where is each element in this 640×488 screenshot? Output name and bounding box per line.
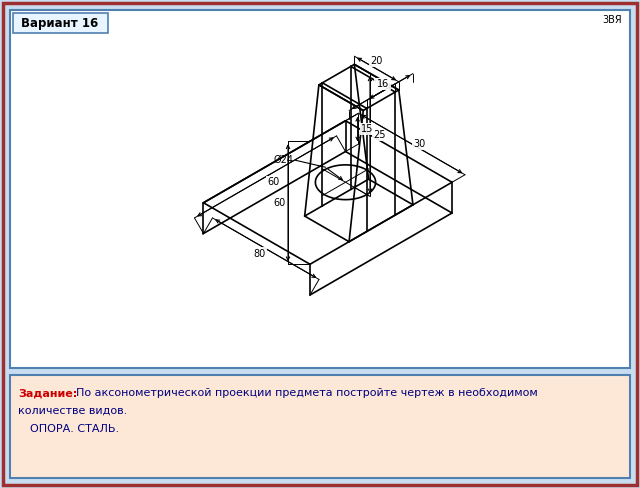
Bar: [10, 10, 630, 368]
Text: Вариант 16: Вариант 16: [21, 18, 99, 30]
Text: 20: 20: [371, 56, 383, 66]
Text: 60: 60: [274, 198, 286, 208]
Text: По аксонометрической проекции предмета постройте чертеж в необходимом: По аксонометрической проекции предмета п…: [76, 388, 538, 398]
Text: 3ВЯ: 3ВЯ: [602, 15, 622, 25]
Text: 15: 15: [362, 124, 374, 134]
Text: 80: 80: [253, 249, 266, 259]
Bar: [10, 375, 630, 478]
Text: 36: 36: [375, 79, 387, 89]
Text: 60: 60: [268, 177, 280, 187]
Bar: [13, 13, 108, 33]
Text: ОПОРА. СТАЛЬ.: ОПОРА. СТАЛЬ.: [30, 424, 119, 434]
Text: Ø24: Ø24: [273, 155, 294, 165]
Text: Задание:: Задание:: [18, 388, 77, 398]
Text: количестве видов.: количестве видов.: [18, 406, 127, 416]
Text: 16: 16: [377, 79, 389, 89]
Text: 30: 30: [413, 139, 426, 149]
Text: 25: 25: [374, 130, 386, 140]
